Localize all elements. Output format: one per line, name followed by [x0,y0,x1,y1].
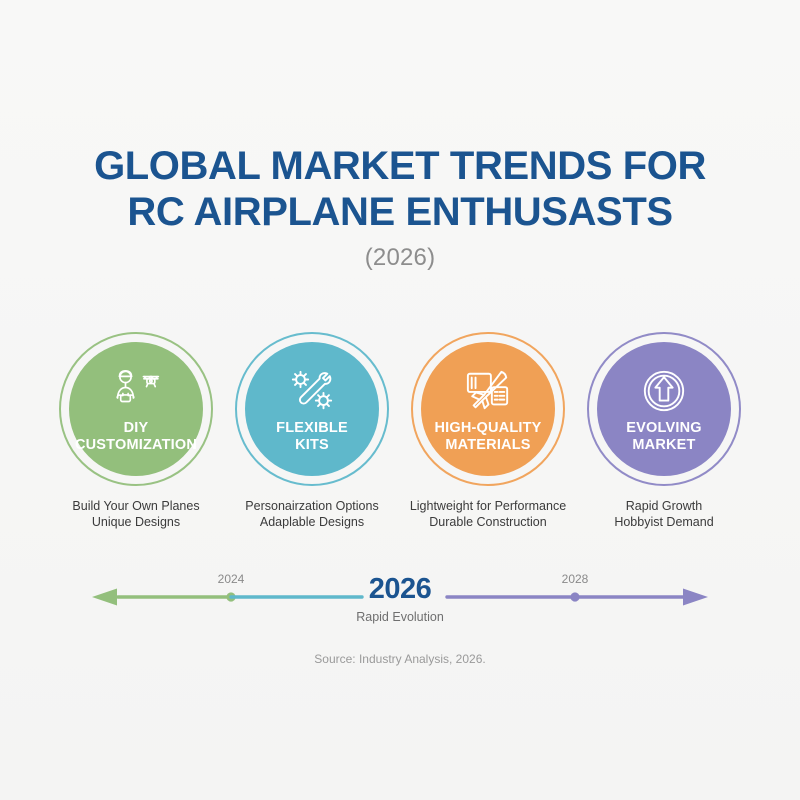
pillar-caption: Lightweight for Performance Durable Cons… [409,499,567,529]
drone-pilot-icon [108,368,164,414]
wrench-gears-icon [284,368,340,414]
pillar-caption: Rapid Growth Hobbyist Demand [614,499,714,529]
timeline-dot-2028 [570,592,580,602]
pillar-high-quality-materials[interactable]: HIGH-QUALITY MATERIALS Lightweight for P… [402,330,574,530]
pillar-label: EVOLVING MARKET [626,420,702,453]
pillar-label: DIY CUSTOMIZATION [74,420,198,453]
timeline-center-caption: Rapid Evolution [356,610,444,624]
timeline-center-year: 2026 [368,573,432,605]
pillar-evolving-market[interactable]: EVOLVING MARKET Rapid Growth Hobbyist De… [578,330,750,530]
circle-body: FLEXIBLE KITS [245,342,379,476]
circle-body: EVOLVING MARKET [597,342,731,476]
page-title-line-2: RC AIRPLANE ENTHUSASTS [127,190,673,234]
pillar-caption: Personairzation Options Adaplable Design… [245,499,379,529]
pillar-flexible-kits[interactable]: FLEXIBLE KITS Personairzation Options Ad… [226,330,398,530]
circle-body: HIGH-QUALITY MATERIALS [421,342,555,476]
pillar-label: FLEXIBLE KITS [276,420,348,453]
pillar-circle[interactable]: DIY CUSTOMIZATION [57,330,215,488]
circle-outer-ring [411,332,565,486]
pillar-diy-customization[interactable]: DIY CUSTOMIZATION Build Your Own Planes … [50,330,222,530]
pillar-circle[interactable]: EVOLVING MARKET [585,330,743,488]
pillar-caption: Build Your Own Planes Unique Designs [72,499,200,529]
timeline-year-left: 2024 [217,572,245,586]
timeline: 2024 2028 2026 Rapid Evolution [0,560,800,640]
pillar-circle[interactable]: FLEXIBLE KITS [233,330,391,488]
timeline-graphic [92,588,708,606]
arrow-left-icon [92,588,233,606]
airplane-screen-icon [460,368,516,414]
pillar-circle[interactable]: HIGH-QUALITY MATERIALS [409,330,567,488]
page-title-line-1: GLOBAL MARKET TRENDS FOR [94,144,706,188]
circle-outer-ring [235,332,389,486]
circle-outer-ring [587,332,741,486]
circle-outer-ring [59,332,213,486]
circle-body: DIY CUSTOMIZATION [69,342,203,476]
up-arrow-circle-icon [636,368,692,414]
page-subtitle: (2026) [364,244,436,271]
arrow-right-icon [445,588,708,606]
pillar-label: HIGH-QUALITY MATERIALS [434,420,542,453]
pillars-row: DIY CUSTOMIZATION Build Your Own Planes … [50,330,750,529]
header: GLOBAL MARKET TRENDS FOR RC AIRPLANE ENT… [0,143,800,272]
timeline-year-right: 2028 [561,572,589,586]
source-note: Source: Industry Analysis, 2026. [314,652,486,666]
